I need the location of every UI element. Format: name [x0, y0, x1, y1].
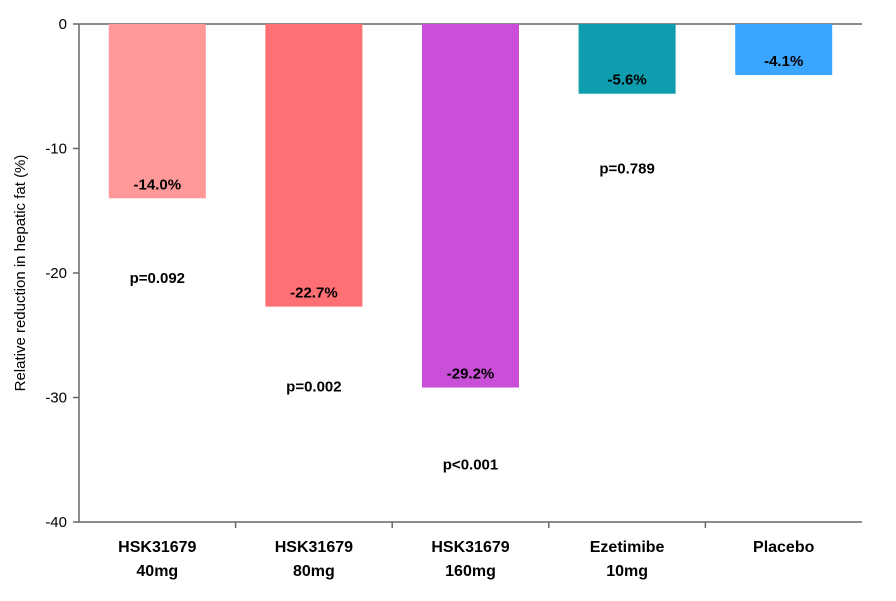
x-category-label: 160mg — [445, 563, 496, 580]
bar — [265, 24, 363, 307]
p-value-annotation: p<0.001 — [443, 457, 498, 474]
y-tick-label: -10 — [45, 141, 67, 158]
data-label: -5.6% — [608, 72, 647, 89]
p-value-annotation: p=0.789 — [599, 160, 654, 177]
bars-group — [108, 24, 833, 388]
y-tick-label: -20 — [45, 265, 67, 282]
data-label: -14.0% — [134, 176, 182, 193]
y-tick-label: -40 — [45, 514, 67, 531]
bar — [422, 24, 519, 388]
y-tick-label: -30 — [45, 390, 67, 407]
bar — [108, 24, 206, 199]
axes-group: 0 -10 -20 -30 -40 — [45, 16, 862, 531]
labels-group: -14.0% HSK31679 40mg -22.7% HSK31679 80mg -29.… — [118, 53, 814, 580]
bar — [578, 24, 676, 94]
bar — [735, 24, 833, 76]
x-category-label: Ezetimibe — [590, 539, 665, 556]
x-category-label: 10mg — [606, 563, 648, 580]
p-value-annotation: p=0.092 — [130, 270, 185, 287]
x-category-label: 80mg — [293, 563, 335, 580]
y-tick-label: 0 — [59, 16, 67, 33]
p-value-annotation: p=0.002 — [286, 378, 341, 395]
data-label: -29.2% — [447, 366, 495, 383]
x-category-label: Placebo — [753, 539, 815, 556]
data-label: -22.7% — [290, 285, 338, 302]
x-category-label: HSK31679 — [275, 539, 353, 556]
x-category-label: 40mg — [136, 563, 178, 580]
x-category-label: HSK31679 — [118, 539, 196, 556]
x-category-label: HSK31679 — [431, 539, 509, 556]
y-axis-title: Relative reduction in hepatic fat (%) — [12, 155, 29, 392]
data-label: -4.1% — [764, 53, 803, 70]
